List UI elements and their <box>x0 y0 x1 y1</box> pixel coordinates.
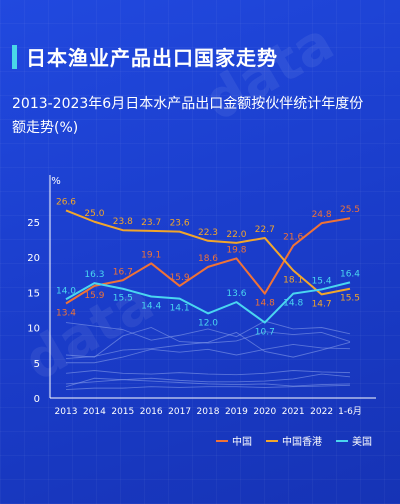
data-label: 14.8 <box>255 299 275 309</box>
x-tick-label: 2015 <box>111 407 134 417</box>
data-label: 14.7 <box>312 299 332 309</box>
y-tick-label: 10 <box>27 324 40 335</box>
data-label: 22.3 <box>198 228 218 238</box>
data-label: 13.6 <box>226 289 246 299</box>
data-label: 24.8 <box>312 210 332 220</box>
background-series-line <box>65 320 351 341</box>
data-label: 10.7 <box>255 328 275 338</box>
data-label: 19.1 <box>141 250 161 260</box>
data-label: 26.6 <box>56 197 76 207</box>
background-series-line <box>65 373 351 385</box>
data-label: 18.1 <box>283 275 303 285</box>
x-tick-label: 2016 <box>140 407 163 417</box>
data-label: 25.5 <box>340 205 360 215</box>
data-label: 15.9 <box>84 291 104 301</box>
data-label: 18.6 <box>198 254 218 264</box>
legend-label: 中国 <box>232 435 252 448</box>
series-line <box>65 209 351 296</box>
data-label: 12.0 <box>198 318 218 328</box>
legend-label: 美国 <box>352 435 372 448</box>
data-label: 14.4 <box>141 301 161 311</box>
x-tick-label: 2014 <box>83 407 106 417</box>
data-label: 23.7 <box>141 218 161 228</box>
y-axis-unit: % <box>51 176 61 187</box>
background-series-line <box>65 377 351 388</box>
background-series-line <box>65 384 351 390</box>
x-tick-label: 1-6月 <box>338 406 362 417</box>
x-tick-label: 2021 <box>282 407 305 417</box>
y-tick-label: 5 <box>34 359 40 370</box>
chart-subtitle: 2013-2023年6月日本水产品出口金额按伙伴统计年度份额走势(%) <box>12 96 364 136</box>
background-series-line <box>65 370 351 376</box>
y-tick-label: 15 <box>27 288 40 299</box>
y-tick-label: 25 <box>27 218 40 229</box>
series-line <box>65 217 351 305</box>
background-series-line <box>65 327 351 358</box>
data-label: 14.1 <box>170 304 190 314</box>
data-label: 14.0 <box>56 286 76 296</box>
data-label: 14.8 <box>283 299 303 309</box>
page-title: 日本渔业产品出口国家走势 <box>26 46 278 70</box>
data-label: 22.0 <box>226 230 246 240</box>
y-tick-label: 20 <box>27 253 40 264</box>
data-label: 16.3 <box>84 270 104 280</box>
data-label: 19.8 <box>226 245 246 255</box>
background-series-line <box>65 331 351 359</box>
data-label: 13.4 <box>56 309 76 319</box>
data-label: 23.6 <box>170 219 190 229</box>
data-label: 21.6 <box>283 233 303 243</box>
series-line <box>65 281 351 324</box>
y-tick-label: 0 <box>34 394 40 405</box>
background-series-line <box>66 343 351 364</box>
data-label: 23.8 <box>113 217 133 227</box>
title-accent-bar <box>12 45 17 69</box>
x-tick-label: 2019 <box>225 407 248 417</box>
legend-label: 中国香港 <box>282 435 322 448</box>
data-label: 15.9 <box>170 273 190 283</box>
data-label: 15.5 <box>113 294 133 304</box>
data-label: 22.7 <box>255 225 275 235</box>
data-label: 25.0 <box>84 209 104 219</box>
x-tick-label: 2017 <box>168 407 191 417</box>
data-label: 16.4 <box>340 269 360 279</box>
data-label: 15.5 <box>340 294 360 304</box>
x-tick-label: 2018 <box>197 407 220 417</box>
x-tick-label: 2022 <box>310 407 333 417</box>
data-label: 16.7 <box>113 267 133 277</box>
x-tick-label: 2020 <box>253 407 276 417</box>
x-tick-label: 2013 <box>55 407 78 417</box>
data-label: 15.4 <box>312 276 332 286</box>
